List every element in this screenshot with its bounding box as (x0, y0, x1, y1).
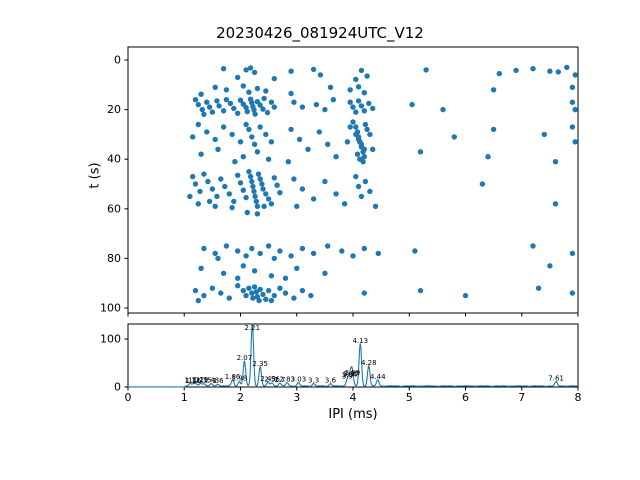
ytick-label: 40 (107, 153, 121, 166)
peak-annotation: 1.6 (212, 377, 224, 385)
peak-annotation: 2.83 (279, 376, 295, 384)
peak-annotation: 7.61 (548, 375, 564, 383)
peak-annotation: 1.86 (225, 373, 241, 381)
peak-annotation: 1.16 (186, 377, 202, 385)
peak-annotation: 3.97 (344, 370, 360, 378)
peak-annotation: 2.7 (274, 376, 285, 384)
peak-annotation: 2.35 (252, 360, 268, 368)
ytick-label: 60 (107, 202, 121, 215)
xtick-label: 2 (237, 391, 244, 404)
xtick-label: 6 (462, 391, 469, 404)
xtick-label: 8 (575, 391, 582, 404)
peak-annotation: 3.99 (345, 369, 361, 377)
ytick-label: 0 (114, 381, 121, 394)
peak-annotation: 4.28 (361, 359, 377, 367)
peak-annotation: 3.3 (308, 377, 319, 385)
peak-annotation: 3.94 (342, 371, 358, 379)
peak-labels: 1.11.161.211.291.351.481.61.861.982.072.… (184, 324, 564, 385)
peak-annotation: 1.21 (188, 377, 204, 385)
xtick-label: 1 (181, 391, 188, 404)
peak-annotation: 2.49 (260, 375, 276, 383)
xtick-label: 4 (350, 391, 357, 404)
peak-annotation: 2.07 (237, 354, 253, 362)
peak-annotation: 4.44 (370, 373, 386, 381)
peak-annotation: 1.98 (232, 375, 248, 383)
ytick-label: 0 (114, 54, 121, 67)
peak-annotation: 3.03 (291, 376, 307, 384)
xtick-label: 3 (293, 391, 300, 404)
peak-annotation: 2.56 (264, 376, 280, 384)
xtick-label: 0 (125, 391, 132, 404)
peak-annotation: 1.29 (193, 376, 209, 384)
ipi-line-series (128, 323, 578, 388)
peak-annotation: 3.9 (342, 372, 353, 380)
peak-annotation: 1.35 (196, 377, 212, 385)
xtick-label: 7 (518, 391, 525, 404)
scatter-points (187, 64, 578, 304)
y-axis-label: t (s) (87, 162, 103, 189)
ytick-label: 100 (100, 302, 121, 315)
peak-annotation: 1.1 (184, 377, 195, 385)
peak-annotation: 3.6 (325, 377, 337, 385)
scatter-subplot: 0 20 40 60 80 100 (100, 46, 579, 317)
x-axis-label: IPI (ms) (328, 407, 378, 422)
xtick-label: 5 (406, 391, 413, 404)
ytick-label: 80 (107, 252, 121, 265)
ytick-label: 100 (100, 333, 121, 346)
peak-annotation: 1.48 (204, 377, 220, 385)
chart-title: 20230426_081924UTC_V12 (216, 24, 424, 42)
peak-annotation: 2.21 (245, 324, 261, 332)
ytick-label: 20 (107, 103, 121, 116)
peak-annotation: 4.13 (353, 337, 369, 345)
